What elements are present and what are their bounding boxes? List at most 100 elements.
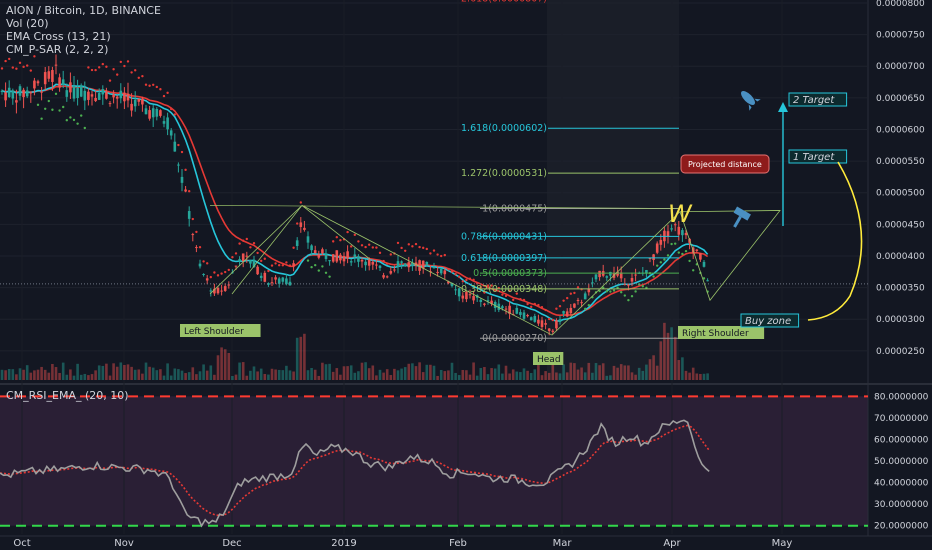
volume-bar	[493, 368, 497, 380]
psar-dot	[98, 66, 101, 69]
candle-body	[259, 275, 263, 278]
candle-body	[403, 263, 407, 267]
volume-bar	[130, 366, 133, 380]
candle-body	[630, 278, 634, 282]
candle-body	[292, 263, 295, 267]
volume-bar	[367, 368, 371, 380]
candle-body	[94, 97, 97, 102]
psar-dot	[281, 264, 284, 267]
volume-bar	[223, 349, 227, 380]
candle-body	[11, 90, 15, 99]
volume-bar	[328, 363, 331, 380]
psar-dot	[177, 143, 180, 147]
psar-dot	[537, 303, 540, 307]
volume-bar	[209, 365, 213, 380]
candle-body	[447, 281, 450, 284]
candle-body	[331, 254, 335, 262]
volume-bar	[407, 363, 411, 380]
candle-body	[277, 278, 281, 284]
volume-bar	[274, 369, 277, 380]
volume-bar	[184, 373, 187, 380]
volume-bar	[648, 359, 652, 380]
left-shoulder-label: Left Shoulder	[180, 324, 261, 337]
candle-body	[515, 307, 519, 314]
volume-bar	[83, 373, 87, 380]
volume-bar	[238, 362, 241, 380]
psar-dot	[548, 317, 551, 321]
candle-body	[432, 267, 436, 269]
volume-bar	[40, 366, 43, 380]
candle-body	[130, 103, 133, 111]
psar-dot	[576, 286, 580, 289]
psar-dot	[414, 242, 418, 246]
psar-dot	[519, 297, 522, 301]
time-tick-label: Oct	[13, 538, 30, 549]
volume-bar	[58, 372, 61, 380]
rocket-body	[741, 91, 755, 105]
psar-dot	[641, 285, 644, 288]
hammer-head	[733, 206, 751, 221]
candle-body	[666, 231, 670, 237]
rocket-fin	[754, 98, 761, 102]
rsi-tick-label: 30.0000000	[874, 500, 929, 510]
psar-dot	[458, 275, 461, 278]
candle-body	[144, 108, 148, 115]
psar-dot	[234, 252, 238, 255]
volume-bar	[15, 374, 18, 380]
candle-body	[670, 228, 673, 230]
volume-bar	[601, 363, 605, 380]
volume-bar	[472, 362, 475, 380]
candle-body	[375, 264, 378, 266]
price-tick-label: 0.0000300	[876, 315, 925, 325]
psar-dot	[490, 284, 493, 287]
volume-bar	[36, 369, 40, 380]
volume-bar	[43, 369, 47, 380]
candle-body	[195, 247, 198, 249]
candle-body	[468, 294, 472, 296]
candle-body	[465, 291, 468, 300]
candle-body	[151, 108, 155, 118]
volume-bar	[519, 372, 522, 380]
psar-dot	[206, 262, 209, 265]
psar-dot	[627, 298, 630, 302]
psar-dot	[69, 116, 72, 119]
price-tick-label: 0.0000350	[876, 284, 925, 294]
volume-bar	[7, 369, 11, 380]
psar-dot	[501, 293, 504, 296]
volume-bar	[141, 373, 144, 380]
psar-dot	[144, 83, 148, 86]
price-tick-label: 0.0000450	[876, 220, 925, 230]
psar-dot	[188, 190, 191, 193]
volume-bar	[213, 374, 216, 380]
candle-body	[83, 90, 87, 101]
volume-bar	[241, 362, 245, 380]
candle-body	[180, 176, 184, 183]
psar-dot	[4, 59, 7, 63]
candle-body	[267, 283, 270, 285]
fib-zone-shade	[547, 0, 679, 380]
projected-distance-callout: Projected distance	[680, 154, 770, 174]
psar-dot	[364, 245, 367, 249]
volume-bar	[198, 371, 202, 380]
price-tick-label: 0.0000650	[876, 94, 925, 104]
psar-dot	[141, 74, 144, 78]
candle-body	[285, 278, 288, 285]
psar-dot	[62, 105, 65, 109]
volume-bar	[306, 370, 310, 380]
psar-dot	[353, 233, 356, 237]
psar-dot	[573, 291, 576, 295]
volume-bar	[432, 365, 436, 380]
psar-dot	[436, 253, 439, 256]
volume-bar	[594, 363, 598, 380]
psar-dot	[202, 260, 205, 263]
price-tick-label: 0.0000400	[876, 252, 925, 262]
volume-bar	[202, 364, 205, 380]
right-shoulder-label-box	[678, 326, 765, 339]
neckline	[209, 205, 681, 209]
volume-bar	[101, 365, 105, 380]
candle-body	[205, 278, 209, 281]
candle-body	[421, 260, 425, 269]
rsi-legend: CM_RSI_EMA_ (20, 10)	[6, 389, 129, 402]
candle-body	[47, 71, 51, 79]
